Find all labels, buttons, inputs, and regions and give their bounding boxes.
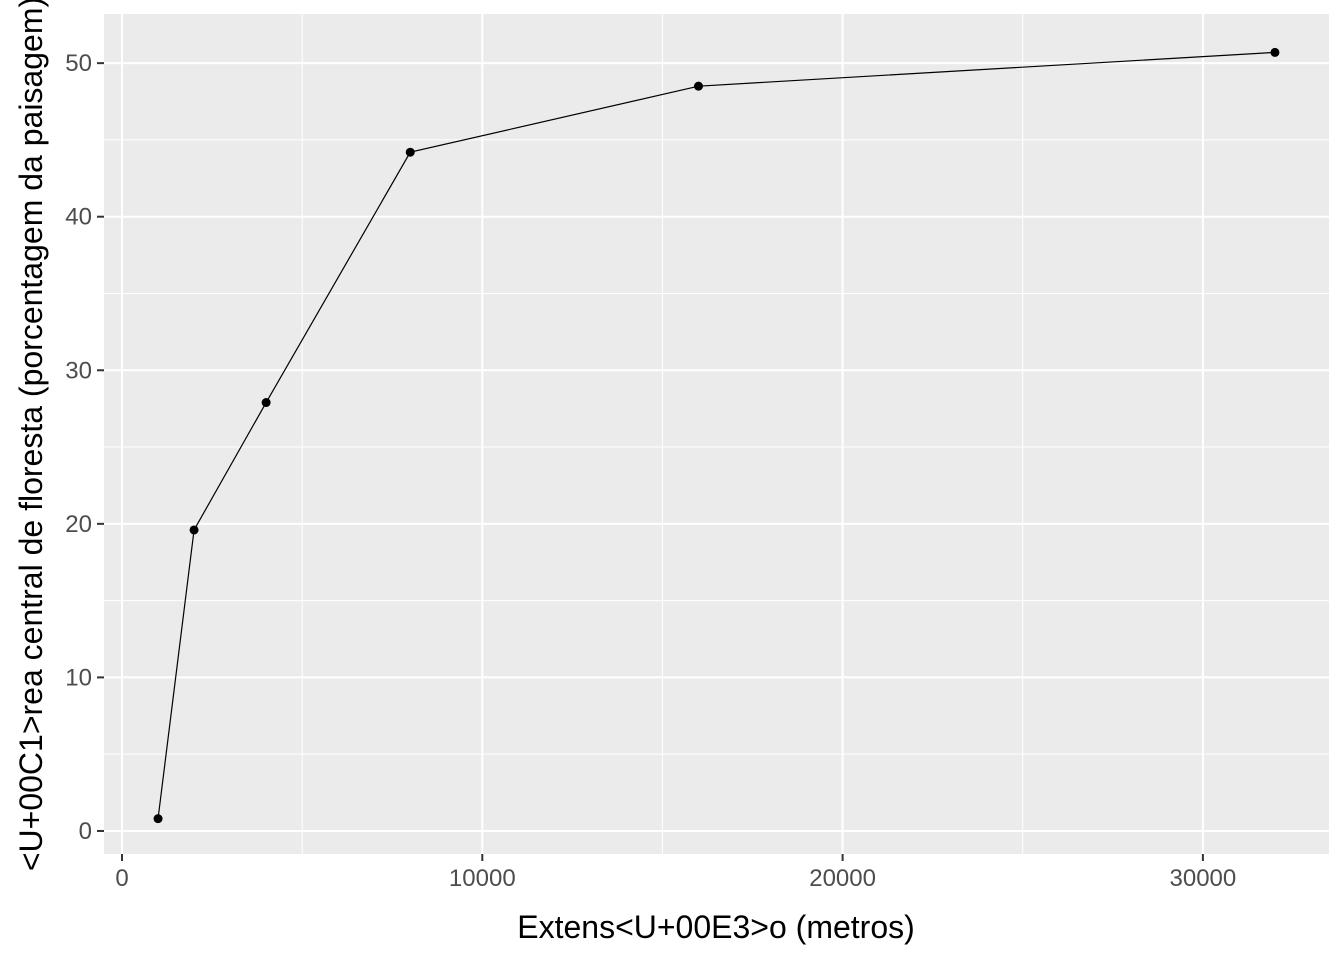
- major-gridlines: [104, 14, 1329, 854]
- y-tick-label: 30: [65, 357, 92, 384]
- x-tick-label: 20000: [809, 865, 876, 892]
- y-tick-label: 10: [65, 664, 92, 691]
- data-point: [189, 525, 199, 535]
- data-point: [261, 398, 271, 408]
- x-tick-label: 10000: [449, 865, 516, 892]
- series-layer: [153, 47, 1280, 824]
- x-axis: 0 10000 20000 30000: [115, 854, 1236, 892]
- minor-gridlines: [104, 14, 1329, 854]
- y-tick-label: 50: [65, 50, 92, 77]
- data-point: [405, 147, 415, 157]
- plot-panel: [104, 14, 1329, 854]
- y-axis: 0 10 20 30 40 50: [65, 50, 104, 845]
- data-point: [1270, 47, 1280, 57]
- data-point: [693, 81, 703, 91]
- y-axis-title: <U+00C1>rea central de floresta (porcent…: [13, 0, 49, 871]
- x-tick-label: 30000: [1170, 865, 1237, 892]
- x-tick-label: 0: [115, 865, 128, 892]
- y-tick-label: 40: [65, 204, 92, 231]
- y-tick-label: 0: [79, 818, 92, 845]
- series-line: [157, 51, 1275, 819]
- data-point: [153, 814, 163, 824]
- x-axis-title: Extens<U+00E3>o (metros): [517, 909, 915, 945]
- y-tick-label: 20: [65, 511, 92, 538]
